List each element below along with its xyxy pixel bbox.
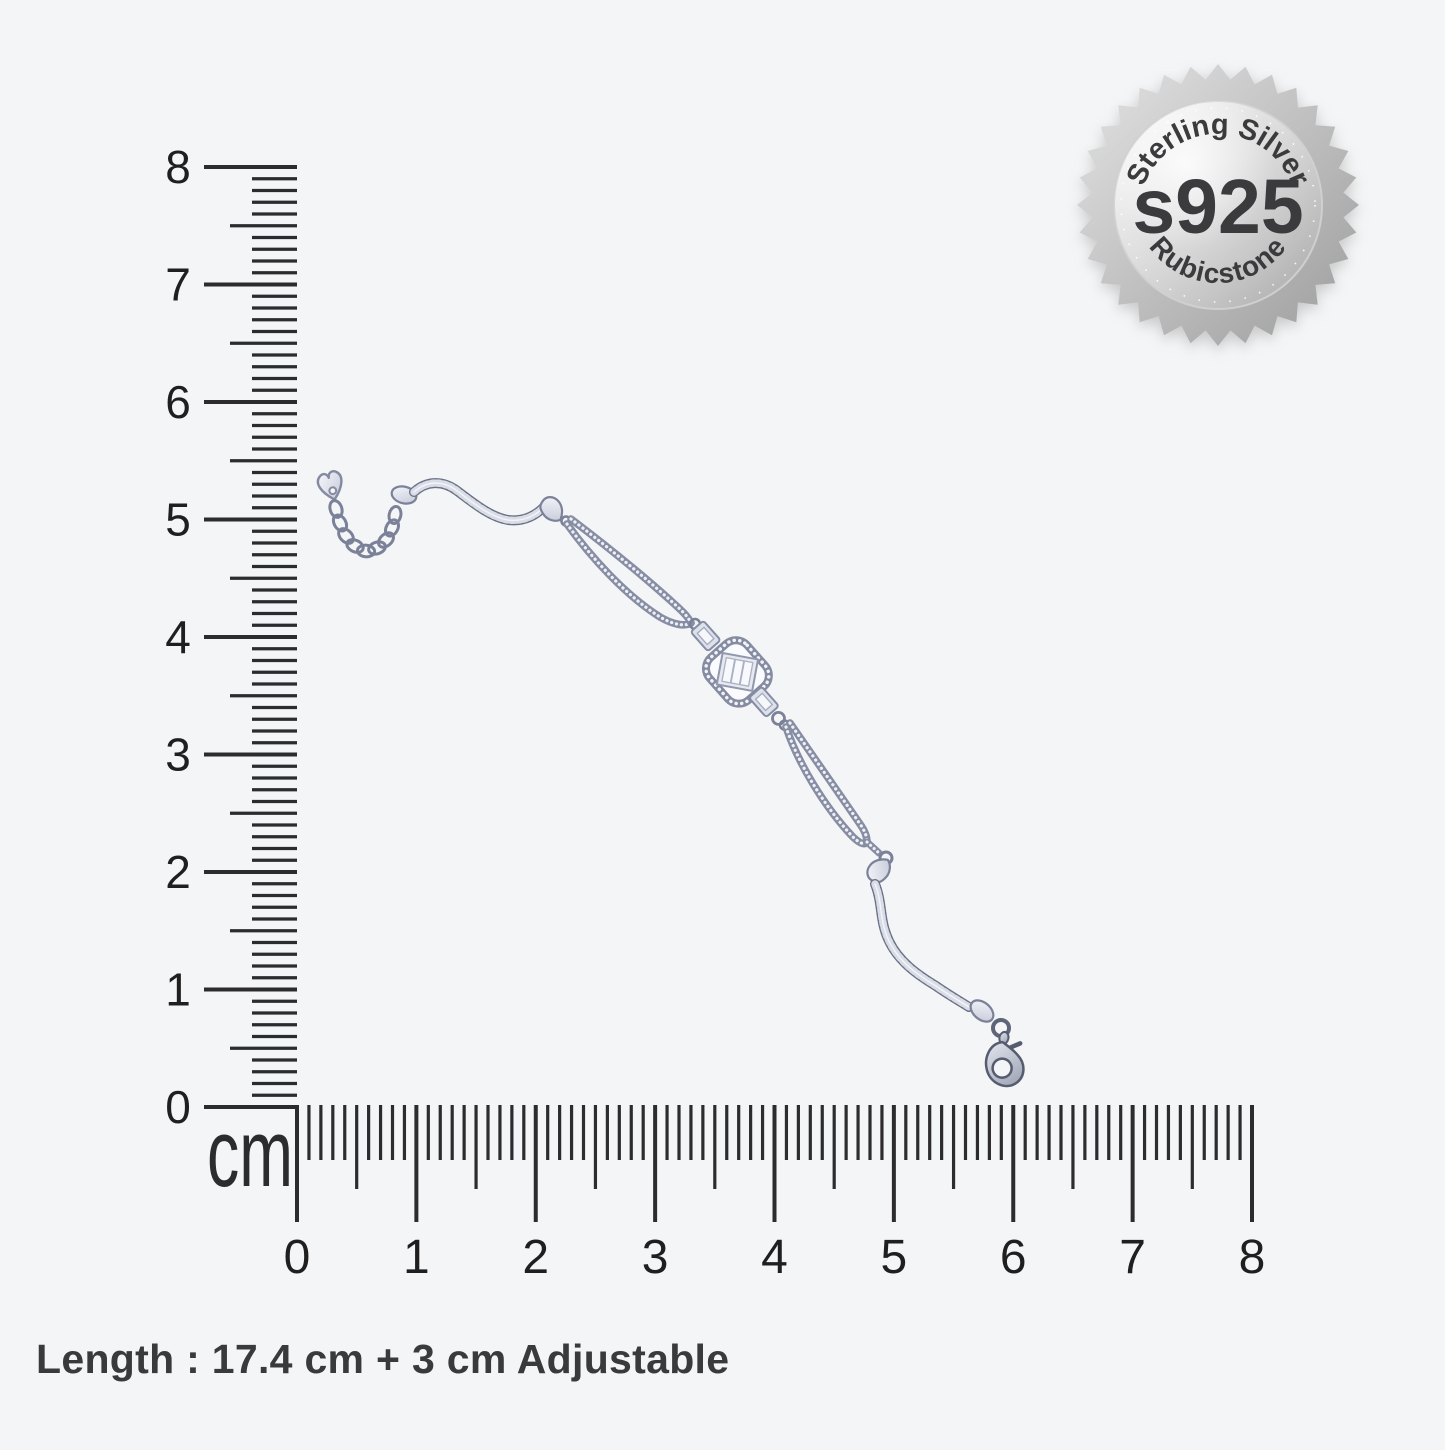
baguette-link-lower xyxy=(749,686,779,718)
horizontal-ruler-numbers: 0 1 2 3 4 5 6 7 8 xyxy=(284,1231,1266,1284)
horizontal-ruler-number: 1 xyxy=(403,1231,430,1284)
baguette-cluster xyxy=(688,617,791,731)
horizontal-ruler-number: 6 xyxy=(1000,1231,1027,1284)
vertical-ruler-number: 4 xyxy=(165,611,191,663)
horizontal-ruler-number: 8 xyxy=(1239,1231,1266,1284)
lobster-clasp xyxy=(984,1030,1025,1088)
length-caption: Length : 17.4 cm + 3 cm Adjustable xyxy=(36,1336,730,1382)
vertical-ruler-number: 0 xyxy=(165,1081,191,1133)
horizontal-ruler-number: 4 xyxy=(761,1231,788,1284)
horizontal-ruler-number: 5 xyxy=(881,1231,908,1284)
horizontal-ruler-number: 2 xyxy=(522,1231,549,1284)
box-chain-lower xyxy=(870,879,974,1012)
badge-sheen xyxy=(1114,101,1322,309)
vertical-ruler-number: 2 xyxy=(165,846,191,898)
pave-loop-upper xyxy=(563,515,695,629)
vertical-ruler xyxy=(204,165,297,1109)
ruler-unit-label: cm xyxy=(207,1100,293,1207)
heart-tag xyxy=(316,470,343,501)
slider-bead-lower xyxy=(969,999,995,1023)
bracelet-image xyxy=(316,470,1025,1088)
horizontal-ruler-number: 0 xyxy=(284,1231,311,1284)
pave-loop-lower xyxy=(782,719,883,857)
badge-dotted-ring xyxy=(1120,107,1316,303)
halo-cluster-center xyxy=(701,636,773,708)
vertical-ruler-numbers: 0 1 2 3 4 5 6 7 8 xyxy=(165,141,191,1133)
vertical-ruler-number: 1 xyxy=(165,964,191,1016)
sterling-silver-badge: Sterling Silver s925 Rubicstone xyxy=(1077,64,1359,346)
horizontal-ruler-number: 7 xyxy=(1119,1231,1146,1284)
teardrop-link-upper xyxy=(539,496,564,522)
badge-center-text: s925 xyxy=(1132,164,1303,250)
vertical-ruler-number: 7 xyxy=(165,259,191,311)
box-chain-upper xyxy=(409,478,549,526)
horizontal-ruler xyxy=(295,1105,1254,1222)
baguette-link-upper xyxy=(690,620,721,652)
vertical-ruler-number: 3 xyxy=(165,729,191,781)
vertical-ruler-number: 8 xyxy=(165,141,191,193)
vertical-ruler-number: 5 xyxy=(165,494,191,546)
extension-chain xyxy=(328,499,403,559)
horizontal-ruler-number: 3 xyxy=(642,1231,669,1284)
vertical-ruler-number: 6 xyxy=(165,376,191,428)
teardrop-link-lower xyxy=(866,858,891,884)
